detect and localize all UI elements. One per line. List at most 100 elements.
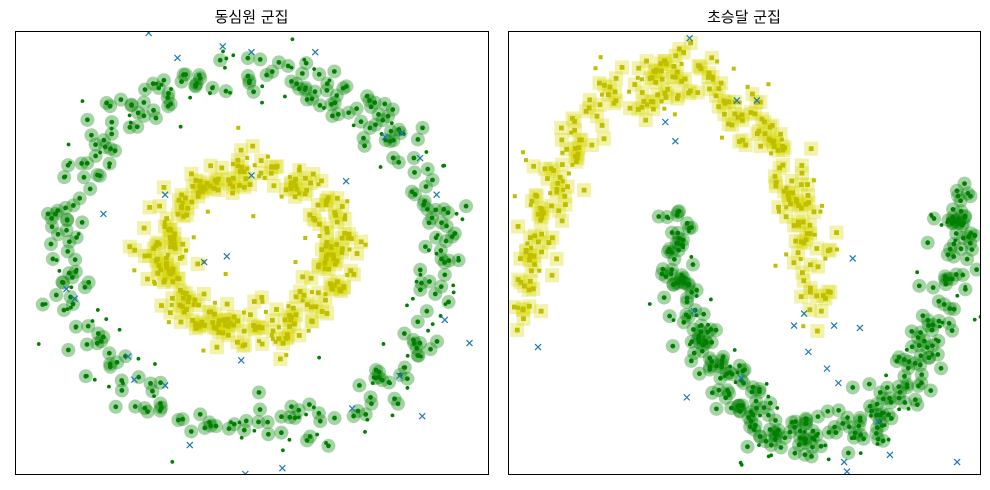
core-point	[925, 317, 931, 323]
noise-point	[823, 365, 831, 373]
core-point	[63, 205, 69, 211]
core-point	[190, 183, 196, 189]
border-point	[98, 150, 103, 155]
border-point	[529, 246, 534, 251]
border-point	[223, 272, 228, 277]
core-point	[545, 176, 550, 181]
border-point	[426, 328, 430, 333]
border-point	[76, 232, 81, 236]
core-point	[170, 266, 176, 272]
core-point	[69, 274, 75, 280]
core-point	[874, 425, 880, 431]
border-point	[826, 457, 831, 462]
core-point	[167, 235, 173, 240]
border-point	[745, 84, 750, 89]
core-point	[772, 437, 778, 442]
noise-point	[953, 458, 961, 466]
core-point	[690, 262, 696, 267]
core-point	[696, 339, 702, 345]
core-point	[671, 64, 677, 69]
core-point	[941, 301, 947, 307]
core-point	[740, 117, 745, 123]
core-point	[332, 261, 338, 267]
border-point	[569, 130, 574, 135]
core-point	[82, 284, 88, 290]
core-point	[735, 114, 741, 120]
core-point	[348, 236, 354, 241]
core-point	[869, 408, 874, 414]
core-point	[362, 143, 367, 149]
border-point	[451, 290, 456, 295]
core-point	[159, 303, 164, 308]
core-point	[341, 285, 347, 291]
noise-point	[830, 322, 838, 329]
core-point	[550, 235, 555, 241]
border-point	[662, 106, 667, 111]
core-point	[538, 205, 544, 211]
core-point	[662, 90, 668, 96]
core-point	[141, 113, 147, 119]
core-point	[818, 443, 824, 449]
core-point	[539, 214, 545, 220]
core-point	[661, 295, 667, 301]
core-point	[673, 53, 679, 59]
core-point	[775, 147, 781, 153]
core-point	[823, 296, 828, 301]
core-point	[942, 273, 948, 279]
core-point	[195, 190, 201, 196]
noise-point	[433, 191, 441, 199]
core-point	[164, 216, 170, 221]
core-point	[917, 362, 923, 368]
core-point	[559, 125, 564, 131]
core-point	[283, 187, 289, 193]
core-point	[740, 368, 746, 374]
core-point	[797, 435, 803, 441]
core-point	[48, 241, 54, 247]
core-point	[225, 316, 231, 322]
core-point	[532, 233, 538, 239]
border-point	[282, 94, 287, 99]
core-point	[287, 324, 292, 329]
core-point	[293, 183, 299, 189]
border-point	[802, 429, 807, 434]
core-point	[752, 111, 758, 117]
core-point	[79, 161, 85, 166]
core-point	[356, 382, 362, 388]
border-point	[166, 320, 171, 325]
core-point	[231, 421, 237, 427]
core-point	[326, 266, 331, 272]
core-point	[288, 186, 294, 191]
core-point	[439, 220, 444, 226]
core-point	[325, 252, 331, 258]
core-point	[176, 276, 182, 282]
core-point	[818, 308, 824, 314]
core-point	[167, 226, 173, 232]
core-point	[778, 131, 784, 137]
core-point	[720, 354, 726, 360]
core-point	[674, 69, 680, 75]
core-point	[589, 142, 595, 148]
border-point	[107, 384, 111, 389]
core-point	[541, 210, 546, 216]
core-point	[788, 201, 793, 207]
core-point	[669, 267, 675, 273]
core-point	[332, 282, 337, 288]
core-point	[73, 269, 79, 275]
core-point	[201, 291, 207, 297]
core-point	[199, 189, 205, 194]
border-point	[731, 66, 736, 71]
core-point	[641, 98, 647, 104]
core-point	[814, 293, 820, 299]
core-point	[655, 92, 661, 98]
core-point	[966, 234, 972, 240]
core-point	[576, 145, 582, 151]
core-point	[965, 190, 971, 196]
core-point	[422, 199, 428, 204]
core-point	[420, 125, 425, 131]
core-point	[332, 210, 338, 215]
border-point	[537, 268, 542, 273]
core-point	[811, 209, 817, 215]
core-point	[188, 429, 194, 434]
halo-layer	[508, 35, 980, 464]
core-point	[207, 183, 213, 189]
